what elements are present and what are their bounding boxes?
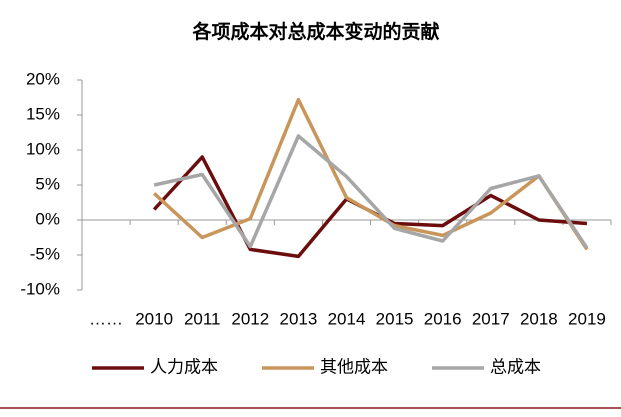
legend-label: 其他成本 (320, 357, 388, 376)
legend-label: 人力成本 (150, 357, 218, 376)
y-tick-label: 10% (26, 139, 60, 158)
x-tick-label: 2011 (184, 309, 221, 328)
x-tick-label: 2016 (424, 309, 462, 328)
x-tick-label: 2019 (568, 309, 606, 328)
x-tick-label: …… (89, 309, 123, 328)
series-line (152, 155, 588, 259)
chart-title: 各项成本对总成本变动的贡献 (191, 20, 439, 43)
y-tick-label: -5% (30, 244, 60, 263)
x-tick-label: 2012 (231, 309, 269, 328)
x-tick-label: 2014 (328, 309, 366, 328)
legend-label: 总成本 (490, 357, 541, 376)
series-line (152, 97, 589, 251)
series-line (153, 134, 589, 249)
y-tick-label: 5% (35, 174, 60, 193)
x-tick-label: 2015 (376, 309, 414, 328)
x-tick-label: 2010 (135, 309, 173, 328)
y-tick-label: 20% (26, 69, 60, 88)
x-tick-label: 2017 (472, 309, 510, 328)
x-tick-label: 2018 (520, 309, 558, 328)
y-tick-label: 15% (26, 104, 60, 123)
x-tick-label: 2013 (279, 309, 317, 328)
y-tick-label: -10% (20, 279, 60, 298)
y-tick-label: 0% (35, 209, 60, 228)
